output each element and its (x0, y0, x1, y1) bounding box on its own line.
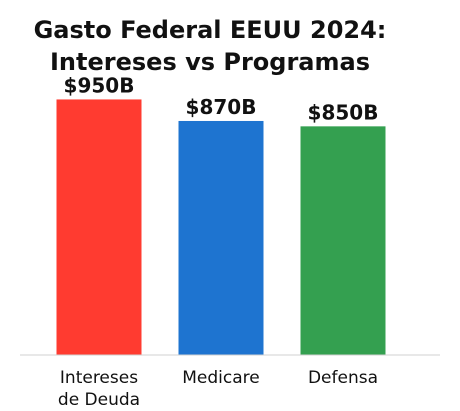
x-tick-label-1-0: Medicare (182, 368, 259, 388)
bars-layer (56, 99, 386, 355)
bar-2 (300, 126, 386, 355)
chart-title-line-1: Gasto Federal EEUU 2024: (34, 16, 387, 44)
x-tick-label-0-1: de Deuda (58, 390, 140, 410)
x-tick-label-0-0: Intereses (60, 368, 138, 388)
data-label-0: $950B (64, 73, 135, 97)
data-label-2: $850B (308, 100, 379, 124)
bar-0 (56, 99, 142, 355)
chart-title-line-2: Intereses vs Programas (50, 48, 370, 76)
data-label-1: $870B (186, 95, 257, 119)
x-tick-label-2-0: Defensa (308, 368, 378, 388)
bar-1 (178, 120, 264, 355)
